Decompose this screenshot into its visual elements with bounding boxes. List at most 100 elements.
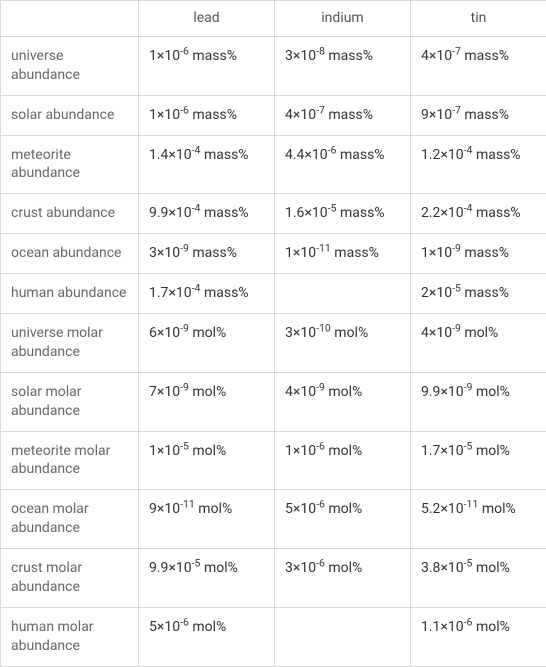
row-label: crust abundance <box>1 194 139 234</box>
table-row: meteorite molar abundance1×10-5 mol%1×10… <box>1 431 546 490</box>
exponent: -11 <box>464 498 479 511</box>
table-cell: 5×10-6 mol% <box>139 607 275 666</box>
table-row: human abundance1.7×10-4 mass%2×10-5 mass… <box>1 274 546 314</box>
unit: mol% <box>192 619 226 635</box>
table-cell: 5×10-6 mol% <box>275 490 411 549</box>
unit: mass% <box>464 48 509 64</box>
unit: mass% <box>328 48 373 64</box>
table-row: ocean abundance3×10-9 mass%1×10-11 mass%… <box>1 234 546 274</box>
unit: mass% <box>340 147 385 163</box>
exponent: -4 <box>192 202 201 215</box>
coefficient: 1 <box>285 245 293 261</box>
header-empty <box>1 1 139 37</box>
unit: mol% <box>476 560 510 576</box>
exponent: -9 <box>180 321 189 334</box>
table-cell: 3×10-8 mass% <box>275 36 411 95</box>
coefficient: 4 <box>285 107 293 123</box>
coefficient: 9.9 <box>149 205 168 221</box>
exponent: -6 <box>180 44 189 57</box>
table-row: human molar abundance5×10-6 mol% 1.1×10-6… <box>1 607 546 666</box>
coefficient: 4 <box>421 48 429 64</box>
unit: mass% <box>464 107 509 123</box>
coefficient: 4.4 <box>285 147 304 163</box>
exponent: -9 <box>452 242 461 255</box>
table-row: ocean molar abundance9×10-11 mol%5×10-6 … <box>1 490 546 549</box>
unit: mass% <box>192 48 237 64</box>
coefficient: 9.9 <box>421 384 440 400</box>
unit: mass% <box>192 107 237 123</box>
exponent: -6 <box>328 143 337 156</box>
coefficient: 3.8 <box>421 560 440 576</box>
table-row: solar molar abundance7×10-9 mol%4×10-9 m… <box>1 372 546 431</box>
coefficient: 3 <box>285 325 293 341</box>
coefficient: 9 <box>149 501 157 517</box>
coefficient: 6 <box>149 325 157 341</box>
unit: mass% <box>334 245 379 261</box>
table-cell: 2×10-5 mass% <box>411 274 546 314</box>
coefficient: 9 <box>421 107 429 123</box>
table-cell: 1.1×10-6 mol% <box>411 607 546 666</box>
coefficient: 1.6 <box>285 205 304 221</box>
exponent: -7 <box>316 103 325 116</box>
coefficient: 3 <box>149 245 157 261</box>
unit: mol% <box>334 325 368 341</box>
row-label: solar abundance <box>1 95 139 135</box>
row-label: meteorite abundance <box>1 135 139 194</box>
coefficient: 4 <box>285 384 293 400</box>
table-cell: 9.9×10-5 mol% <box>139 549 275 608</box>
column-header: tin <box>411 1 546 37</box>
exponent: -7 <box>452 44 461 57</box>
table-cell: 6×10-9 mol% <box>139 314 275 373</box>
exponent: -10 <box>316 321 331 334</box>
exponent: -5 <box>464 439 473 452</box>
coefficient: 1.7 <box>421 443 440 459</box>
row-label: crust molar abundance <box>1 549 139 608</box>
exponent: -6 <box>180 615 189 628</box>
table-cell: 9×10-7 mass% <box>411 95 546 135</box>
table-cell: 1×10-11 mass% <box>275 234 411 274</box>
row-label: human abundance <box>1 274 139 314</box>
coefficient: 2 <box>421 285 429 301</box>
coefficient: 1 <box>149 48 157 64</box>
table-cell: 1×10-6 mol% <box>275 431 411 490</box>
exponent: -6 <box>316 498 325 511</box>
exponent: -5 <box>464 556 473 569</box>
table-cell: 3×10-9 mass% <box>139 234 275 274</box>
row-label: ocean abundance <box>1 234 139 274</box>
unit: mass% <box>340 205 385 221</box>
exponent: -9 <box>452 321 461 334</box>
unit: mass% <box>328 107 373 123</box>
row-label: meteorite molar abundance <box>1 431 139 490</box>
coefficient: 1.1 <box>421 619 440 635</box>
coefficient: 9.9 <box>149 560 168 576</box>
exponent: -7 <box>452 103 461 116</box>
table-cell: 2.2×10-4 mass% <box>411 194 546 234</box>
coefficient: 2.2 <box>421 205 440 221</box>
coefficient: 1.7 <box>149 285 168 301</box>
table-row: universe molar abundance6×10-9 mol%3×10-… <box>1 314 546 373</box>
unit: mol% <box>192 325 226 341</box>
exponent: -6 <box>180 103 189 116</box>
coefficient: 1 <box>149 107 157 123</box>
unit: mol% <box>476 619 510 635</box>
coefficient: 3 <box>285 560 293 576</box>
exponent: -9 <box>180 242 189 255</box>
table-cell: 3×10-10 mol% <box>275 314 411 373</box>
exponent: -5 <box>192 556 201 569</box>
table-body: universe abundance1×10-6 mass%3×10-8 mas… <box>1 36 546 666</box>
column-header: lead <box>139 1 275 37</box>
table-row: solar abundance1×10-6 mass%4×10-7 mass%9… <box>1 95 546 135</box>
unit: mass% <box>204 205 249 221</box>
coefficient: 5 <box>285 501 293 517</box>
table-cell: 1.2×10-4 mass% <box>411 135 546 194</box>
unit: mass% <box>192 245 237 261</box>
row-label: solar molar abundance <box>1 372 139 431</box>
unit: mass% <box>476 147 521 163</box>
table-cell: 3.8×10-5 mol% <box>411 549 546 608</box>
row-label: human molar abundance <box>1 607 139 666</box>
coefficient: 5 <box>149 619 157 635</box>
coefficient: 1 <box>421 245 429 261</box>
table-cell: 9.9×10-4 mass% <box>139 194 275 234</box>
table-cell: 4×10-9 mol% <box>411 314 546 373</box>
table-cell: 1.4×10-4 mass% <box>139 135 275 194</box>
